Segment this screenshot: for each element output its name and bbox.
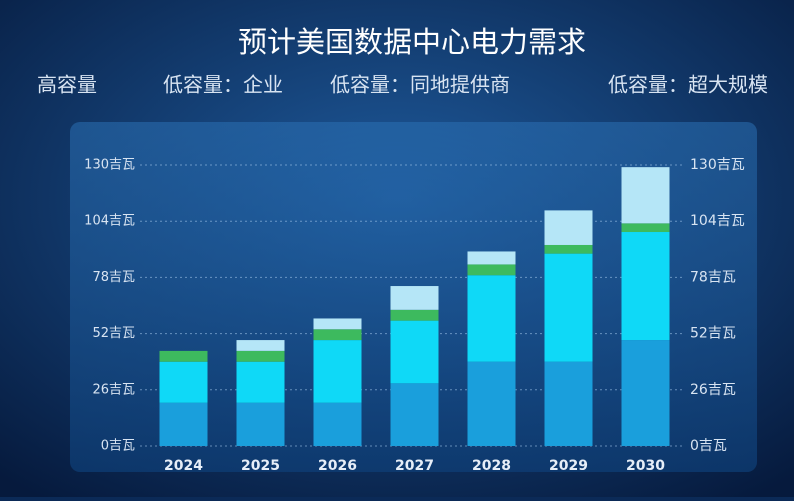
bar-segment — [621, 340, 670, 446]
y-tick-label: 26吉瓦 — [92, 382, 135, 397]
y2-tick-label: 104吉瓦 — [690, 213, 745, 229]
x-tick-label: 2030 — [626, 458, 665, 474]
bar-segment — [621, 223, 670, 233]
bar-segment — [390, 286, 439, 310]
bar-segment — [467, 264, 516, 276]
bar-segment — [621, 167, 670, 224]
chart-title: 预计美国数据中心电力需求 — [238, 25, 586, 59]
bar-segment — [390, 383, 439, 446]
bar-segment — [159, 350, 208, 362]
y-tick-label: 52吉瓦 — [92, 326, 135, 341]
bar-segment — [621, 232, 670, 341]
x-tick-label: 2024 — [164, 458, 203, 474]
bar-segment — [159, 361, 208, 403]
bar-segment — [236, 340, 285, 351]
legend-entry: 高容量 — [37, 73, 97, 97]
y-tick-label: 78吉瓦 — [92, 270, 135, 285]
x-tick-label: 2025 — [241, 458, 280, 474]
y2-tick-label: 78吉瓦 — [690, 269, 736, 285]
bar-segment — [467, 251, 516, 265]
legend-entry: 低容量：同地提供商 — [330, 73, 510, 97]
bar-segment — [390, 320, 439, 384]
bar-segment — [390, 309, 439, 321]
legend-entry: 低容量：超大规模 — [608, 73, 768, 97]
bar-segment — [544, 244, 593, 254]
x-tick-label: 2029 — [549, 458, 588, 474]
bar-segment — [236, 350, 285, 362]
y-tick-label: 130吉瓦 — [84, 158, 135, 173]
x-tick-label: 2026 — [318, 458, 357, 474]
y2-tick-label: 130吉瓦 — [690, 157, 745, 173]
bar-segment — [544, 361, 593, 446]
y2-tick-label: 0吉瓦 — [690, 438, 727, 454]
bar-segment — [236, 361, 285, 403]
bar-segment — [159, 402, 208, 446]
legend-entry: 低容量：企业 — [163, 73, 283, 97]
y-tick-label: 104吉瓦 — [84, 214, 135, 229]
y2-tick-label: 26吉瓦 — [690, 382, 736, 398]
y2-tick-label: 52吉瓦 — [690, 326, 736, 342]
bar-segment — [544, 253, 593, 362]
bar-segment — [313, 340, 362, 403]
bar-segment — [313, 318, 362, 330]
y-tick-label: 0吉瓦 — [101, 439, 135, 454]
x-tick-label: 2028 — [472, 458, 511, 474]
bar-segment — [467, 275, 516, 362]
bar-segment — [467, 361, 516, 446]
bar-segment — [236, 402, 285, 446]
bar-segment — [544, 210, 593, 245]
bar-segment — [313, 329, 362, 341]
bar-segment — [313, 402, 362, 446]
x-tick-label: 2027 — [395, 458, 434, 474]
